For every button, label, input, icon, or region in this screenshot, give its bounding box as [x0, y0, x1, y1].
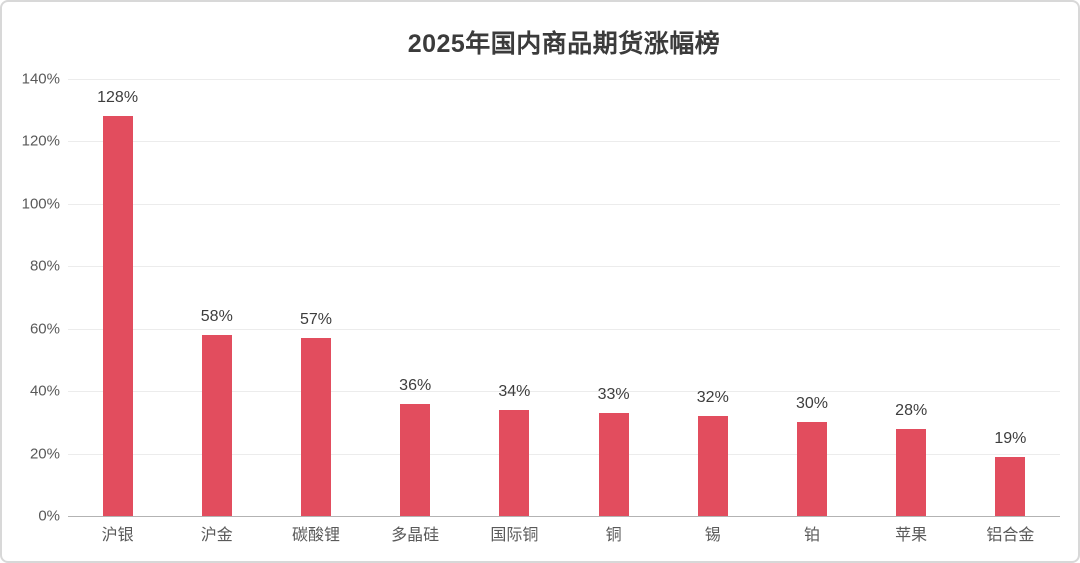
bar-沪银 — [102, 116, 133, 516]
x-axis-category-label: 铝合金 — [986, 527, 1035, 544]
x-axis-category-label: 国际铜 — [490, 527, 539, 544]
data-label: 36% — [399, 376, 432, 394]
data-label: 28% — [895, 401, 928, 419]
data-label: 32% — [696, 389, 729, 407]
x-axis-category-label: 铂 — [803, 527, 820, 544]
x-axis-category-label: 苹果 — [895, 527, 928, 544]
x-axis-category-label: 多晶硅 — [391, 527, 440, 544]
y-axis-tick-label: 80% — [29, 257, 60, 275]
gridline — [68, 453, 1060, 455]
y-axis-tick-label: 120% — [21, 132, 60, 150]
y-axis-tick-label: 140% — [21, 70, 60, 88]
bar-碳酸锂 — [301, 338, 331, 516]
y-axis-tick-label: 20% — [29, 445, 60, 463]
x-axis-category-label: 碳酸锂 — [291, 527, 340, 544]
bar-国际铜 — [499, 409, 530, 516]
bar-多晶硅 — [400, 403, 431, 516]
x-axis-line — [68, 516, 1060, 517]
data-label: 128% — [97, 89, 139, 107]
gridline — [68, 391, 1060, 393]
x-axis-category-label: 沪银 — [101, 527, 134, 544]
y-axis-tick-label: 0% — [38, 507, 60, 525]
gridline — [68, 79, 1060, 80]
data-label: 34% — [498, 382, 531, 400]
gridline — [68, 266, 1060, 268]
y-axis-tick-label: 100% — [21, 195, 60, 213]
gridline — [68, 141, 1060, 143]
bar-铜 — [598, 413, 629, 516]
y-axis-tick-label: 40% — [29, 382, 60, 400]
bar-铝合金 — [995, 456, 1026, 516]
gridline — [68, 203, 1060, 205]
data-label: 57% — [299, 311, 333, 329]
data-label: 58% — [200, 307, 233, 325]
gridline — [68, 328, 1060, 330]
chart-title: 2025年国内商品期货涨幅榜 — [407, 30, 721, 58]
x-axis-category-label: 沪金 — [200, 527, 233, 544]
data-label: 30% — [795, 395, 829, 413]
bar-铂 — [797, 422, 827, 516]
bar-沪金 — [201, 334, 232, 516]
x-axis-category-label: 铜 — [605, 527, 622, 544]
bar-苹果 — [896, 428, 927, 516]
bar-锡 — [697, 416, 728, 516]
y-axis-tick-label: 60% — [29, 320, 60, 338]
plot-area: 0% 20% 40% 60% 80% 100% 120% 140% 128% 沪银 58% 沪金 57%… — [22, 72, 1060, 544]
x-axis-category-label: 锡 — [704, 527, 721, 544]
data-label: 19% — [994, 429, 1027, 447]
data-label: 33% — [597, 385, 630, 403]
